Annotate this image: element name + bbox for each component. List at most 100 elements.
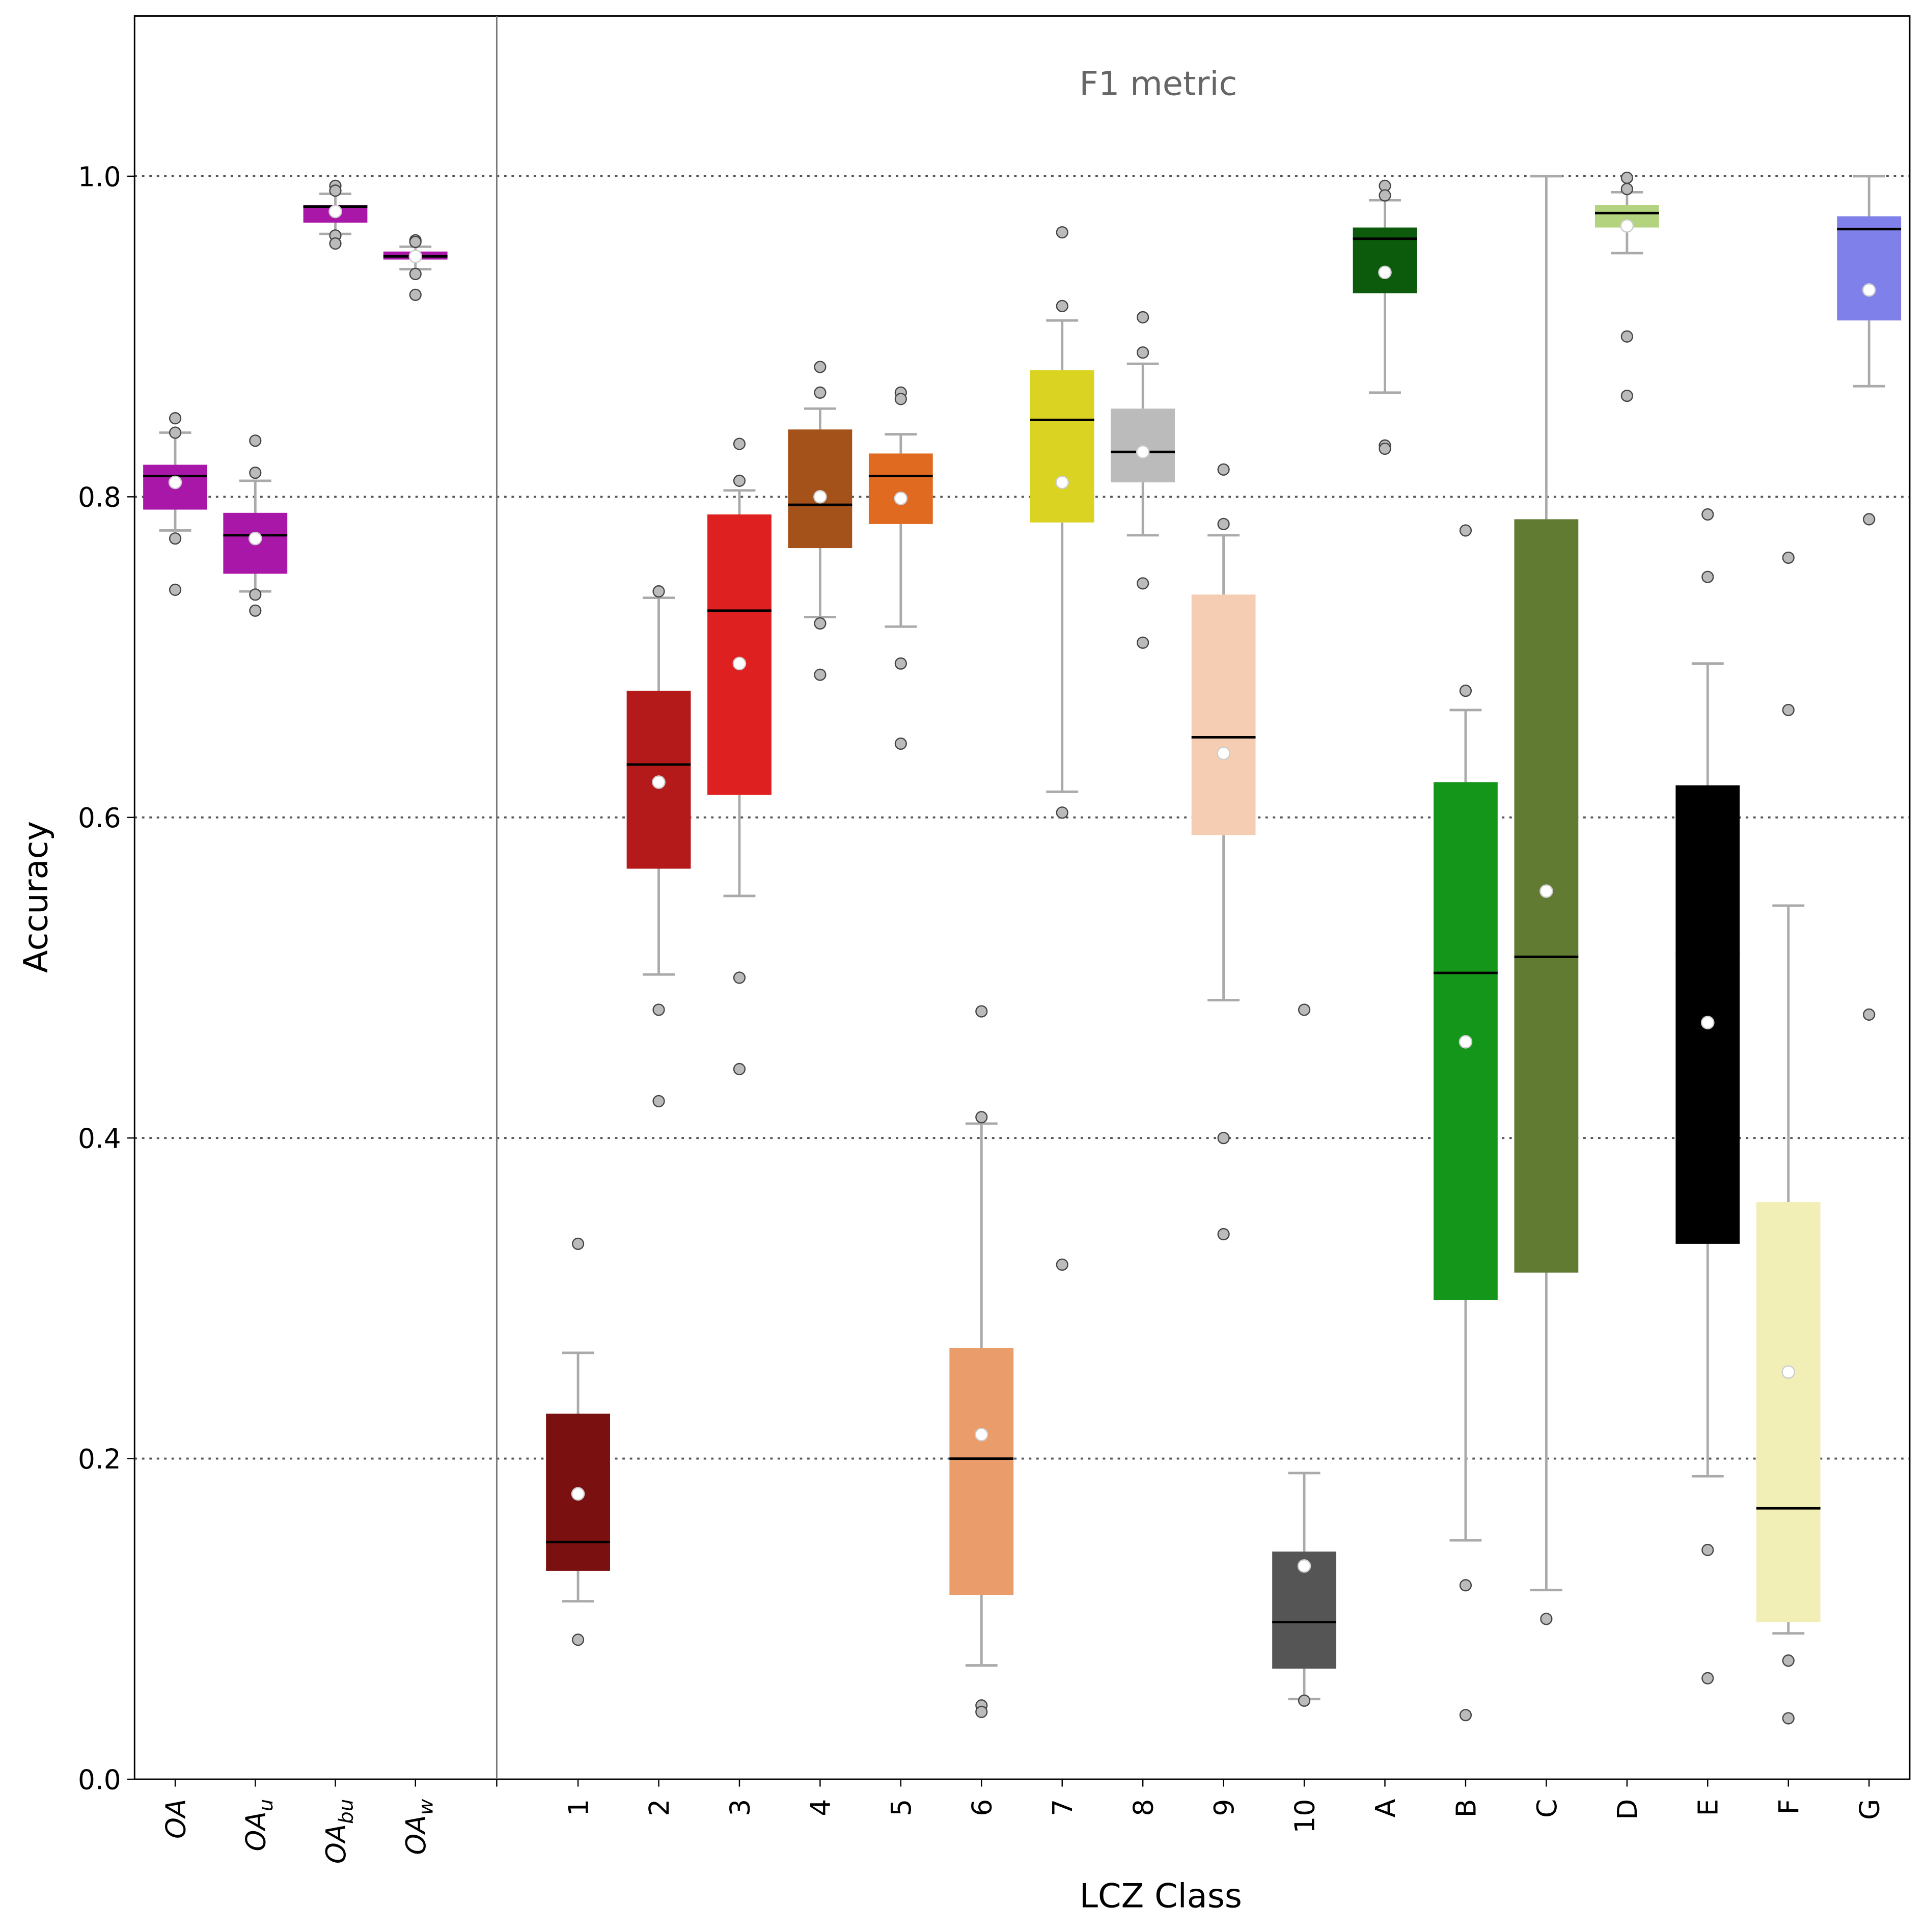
x-tick-label: OAbu: [320, 1799, 358, 1864]
outlier-point: [1379, 189, 1391, 202]
x-tick-label: 8: [1128, 1799, 1160, 1816]
x-axis-label: LCZ Class: [1080, 1877, 1242, 1916]
mean-point: [1217, 746, 1230, 760]
box-G: [1837, 175, 1902, 1021]
outlier-point: [329, 237, 342, 250]
x-tick-text: 3: [724, 1799, 756, 1816]
box-A: [1353, 179, 1417, 455]
x-tick-text: 8: [1128, 1799, 1160, 1816]
outlier-point: [169, 426, 182, 439]
outlier-point: [975, 1705, 988, 1718]
mean-point: [1620, 219, 1634, 233]
x-tick-text: 9: [1208, 1799, 1240, 1816]
box-iqr: [1191, 594, 1256, 835]
mean-point: [1781, 1365, 1796, 1379]
outlier-point: [571, 1237, 585, 1250]
x-tick-label: 6: [967, 1799, 998, 1816]
outlier-point: [1701, 570, 1714, 583]
outlier-point: [1137, 577, 1149, 590]
box-1: [546, 1237, 610, 1646]
box-iqr: [1675, 785, 1740, 1244]
x-tick-subscript: u: [255, 1799, 278, 1812]
outlier-point: [975, 1005, 988, 1018]
x-tick-label: 2: [644, 1799, 675, 1816]
outlier-point: [1137, 636, 1149, 649]
x-tick-text: 6: [967, 1799, 998, 1816]
outlier-point: [1217, 1228, 1230, 1241]
x-tick-label: 1: [563, 1799, 594, 1816]
mean-point: [1459, 1035, 1473, 1049]
y-tick-label: 0.2: [78, 1444, 121, 1475]
mean-point: [571, 1487, 585, 1501]
outlier-point: [1217, 518, 1230, 530]
outlier-point: [1137, 346, 1149, 359]
x-tick-text: 10: [1289, 1799, 1320, 1834]
x-tick-subscript: bu: [335, 1799, 357, 1824]
box-iqr: [949, 1348, 1014, 1595]
box-4: [788, 361, 852, 681]
outlier-point: [894, 393, 907, 405]
x-tick-label: 5: [886, 1799, 917, 1816]
mean-point: [1378, 265, 1392, 280]
box-OAu: [223, 434, 288, 617]
outlier-point: [814, 386, 827, 399]
outlier-point: [1056, 806, 1068, 819]
outlier-point: [733, 1063, 746, 1075]
outlier-point: [1217, 1132, 1230, 1145]
mean-point: [1862, 283, 1876, 297]
box-10: [1272, 1003, 1336, 1707]
box-F: [1756, 551, 1821, 1725]
grid-lines: [134, 175, 1910, 1460]
outlier-point: [1782, 1712, 1795, 1725]
x-tick-label: C: [1531, 1799, 1563, 1818]
outlier-point: [169, 583, 182, 596]
outlier-point: [1620, 171, 1633, 184]
box-6: [949, 1005, 1014, 1718]
outlier-point: [1782, 551, 1795, 564]
mean-point: [1055, 475, 1069, 489]
y-axis-label: Accuracy: [16, 821, 55, 973]
x-tick-label: D: [1612, 1799, 1643, 1820]
mean-point: [732, 657, 747, 670]
outlier-point: [249, 604, 262, 617]
outlier-point: [249, 588, 262, 601]
mean-point: [1297, 1559, 1311, 1573]
outlier-point: [1863, 1008, 1876, 1021]
outlier-point: [894, 737, 907, 750]
box-C: [1514, 175, 1579, 1625]
outlier-point: [1298, 1694, 1311, 1707]
outlier-point: [1782, 703, 1795, 717]
outlier-point: [1379, 442, 1391, 455]
outlier-point: [975, 1111, 988, 1124]
outlier-point: [1459, 1709, 1472, 1722]
y-tick-label: 1.0: [78, 161, 121, 193]
mean-point: [328, 204, 342, 219]
box-OAw: [383, 234, 448, 301]
x-tick-text: 1: [563, 1799, 594, 1816]
outlier-point: [652, 1003, 665, 1016]
box-iqr: [1756, 1202, 1821, 1622]
x-tick-label: G: [1854, 1799, 1886, 1820]
outlier-point: [1298, 1003, 1311, 1016]
outlier-point: [329, 184, 342, 197]
mean-point: [1700, 1016, 1715, 1029]
x-tick-text: 2: [644, 1799, 675, 1816]
x-tick-text: OA: [320, 1824, 352, 1864]
x-tick-text: G: [1854, 1799, 1886, 1820]
outlier-point: [733, 971, 746, 984]
outlier-point: [1701, 1672, 1714, 1684]
x-tick-label: E: [1693, 1799, 1724, 1816]
box-iqr: [1353, 227, 1417, 293]
box-iqr: [1837, 216, 1902, 321]
box-7: [1030, 226, 1094, 1271]
y-tick-label: 0.8: [78, 482, 121, 513]
x-tick-text: OA: [400, 1815, 432, 1855]
mean-point: [894, 492, 908, 505]
outlier-point: [894, 657, 907, 670]
outlier-point: [814, 361, 827, 373]
x-tick-text: F: [1773, 1799, 1805, 1815]
x-tick-label: 3: [724, 1799, 756, 1816]
outlier-point: [1620, 389, 1633, 402]
mean-point: [248, 531, 262, 546]
outlier-point: [169, 412, 182, 425]
